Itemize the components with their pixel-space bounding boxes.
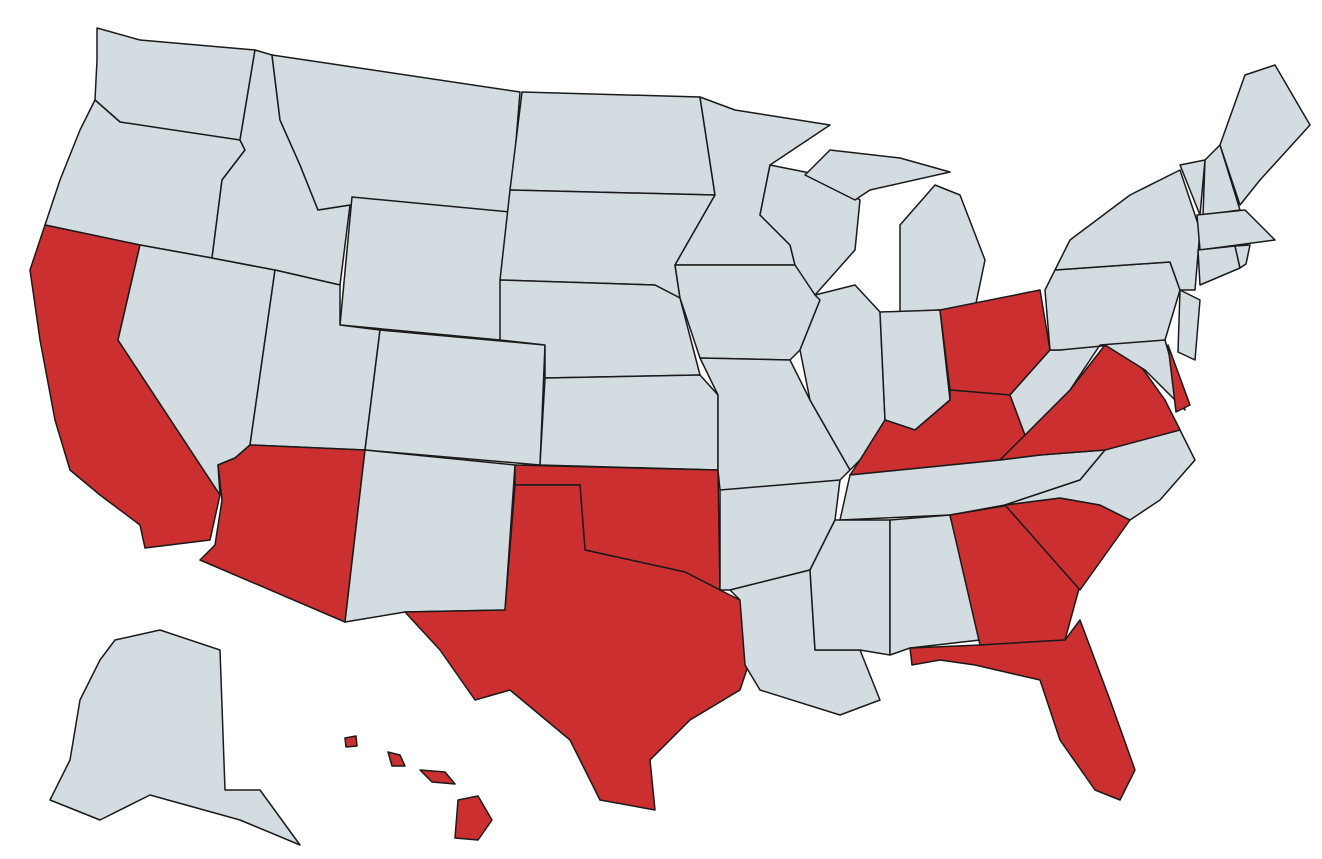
wyoming <box>339 196 511 341</box>
illinois <box>799 284 886 471</box>
iowa <box>674 264 821 361</box>
new-mexico <box>344 449 516 623</box>
kansas <box>539 374 719 471</box>
texas <box>404 484 751 811</box>
michigan-upper <box>804 149 951 201</box>
arizona <box>199 444 366 623</box>
michigan-lower <box>899 184 986 313</box>
connecticut <box>1197 245 1241 286</box>
maryland <box>1099 339 1186 411</box>
north-carolina <box>1004 419 1196 521</box>
hawaii-maui <box>419 769 456 785</box>
rhode-island <box>1234 244 1251 269</box>
montana <box>271 54 521 216</box>
georgia <box>949 504 1081 646</box>
massachusetts <box>1196 209 1276 251</box>
pennsylvania <box>1044 261 1181 351</box>
hawaii-big-island <box>454 795 493 841</box>
colorado <box>364 329 546 466</box>
florida <box>909 619 1136 801</box>
new-jersey <box>1177 289 1201 361</box>
alaska <box>49 629 301 846</box>
north-dakota <box>509 91 716 196</box>
delaware <box>1167 344 1191 413</box>
hawaii-kauai <box>344 735 358 748</box>
states <box>29 27 1311 846</box>
hawaii-oahu <box>387 751 406 767</box>
maine <box>1219 64 1311 206</box>
vermont <box>1179 159 1206 216</box>
